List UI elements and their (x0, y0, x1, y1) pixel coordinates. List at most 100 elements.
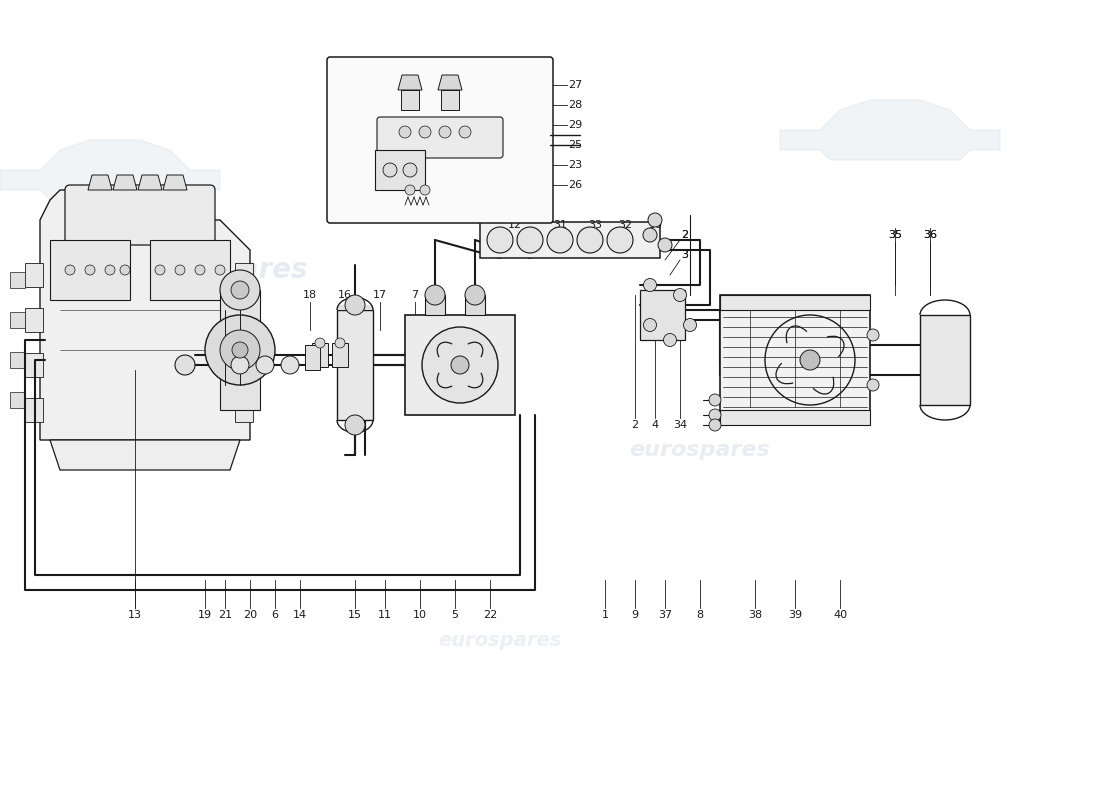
Circle shape (315, 338, 324, 348)
Text: 36: 36 (923, 230, 937, 240)
Polygon shape (113, 175, 138, 190)
Polygon shape (438, 75, 462, 90)
Polygon shape (780, 100, 1000, 160)
Text: 29: 29 (568, 120, 582, 130)
Text: 35: 35 (888, 230, 902, 240)
Text: 7: 7 (411, 290, 419, 300)
Circle shape (405, 185, 415, 195)
Text: 26: 26 (568, 180, 582, 190)
Text: eurospares: eurospares (132, 256, 308, 284)
Text: 9: 9 (631, 610, 639, 620)
Bar (10, 352, 25, 368)
FancyBboxPatch shape (327, 57, 553, 223)
Bar (235, 398, 253, 422)
Circle shape (175, 265, 185, 275)
Circle shape (425, 285, 446, 305)
Bar (441, 90, 459, 110)
Circle shape (345, 415, 365, 435)
Circle shape (231, 281, 249, 299)
Circle shape (439, 126, 451, 138)
Circle shape (867, 379, 879, 391)
Circle shape (710, 394, 720, 406)
Circle shape (547, 227, 573, 253)
Bar (305, 345, 320, 370)
Text: 12: 12 (508, 220, 522, 230)
Circle shape (683, 318, 696, 331)
Circle shape (648, 213, 662, 227)
Text: 21: 21 (218, 610, 232, 620)
Bar (720, 295, 870, 310)
Text: 33: 33 (588, 220, 602, 230)
Circle shape (419, 126, 431, 138)
Text: 3: 3 (682, 250, 689, 260)
Text: 5: 5 (451, 610, 459, 620)
Bar (25, 353, 43, 377)
Text: 13: 13 (128, 610, 142, 620)
Text: 25: 25 (568, 140, 582, 150)
Text: 15: 15 (348, 610, 362, 620)
Bar (402, 90, 419, 110)
Bar (25, 308, 43, 332)
Bar (920, 315, 970, 405)
Polygon shape (50, 240, 130, 300)
Circle shape (220, 270, 260, 310)
Bar (640, 290, 685, 340)
Bar (332, 343, 348, 367)
Circle shape (663, 334, 676, 346)
Circle shape (451, 356, 469, 374)
Circle shape (710, 419, 720, 431)
Text: 24: 24 (338, 150, 352, 160)
Polygon shape (40, 190, 250, 440)
Polygon shape (0, 140, 220, 200)
Polygon shape (163, 175, 187, 190)
Text: 4: 4 (651, 420, 659, 430)
Polygon shape (150, 240, 230, 300)
Circle shape (658, 238, 672, 252)
Text: 16: 16 (338, 290, 352, 300)
Text: 2: 2 (681, 230, 689, 240)
Bar (312, 343, 328, 367)
Circle shape (644, 278, 657, 291)
Bar (235, 353, 253, 377)
Bar (720, 295, 870, 425)
Bar (465, 295, 485, 315)
Text: 35: 35 (888, 230, 902, 240)
Text: eurospares: eurospares (629, 440, 770, 460)
Circle shape (644, 228, 657, 242)
Bar (235, 308, 253, 332)
Circle shape (280, 356, 299, 374)
Text: 1: 1 (602, 610, 608, 620)
Bar (10, 312, 25, 328)
Text: 2: 2 (631, 420, 639, 430)
Bar (25, 398, 43, 422)
Text: 34: 34 (673, 420, 688, 430)
Text: 28: 28 (568, 100, 582, 110)
Circle shape (420, 185, 430, 195)
Bar (425, 295, 446, 315)
Text: 27: 27 (568, 80, 582, 90)
Circle shape (220, 330, 260, 370)
Text: 23: 23 (568, 160, 582, 170)
Circle shape (232, 342, 248, 358)
Polygon shape (337, 305, 373, 310)
Circle shape (422, 327, 498, 403)
Text: 39: 39 (788, 610, 802, 620)
Circle shape (517, 227, 543, 253)
Text: 31: 31 (553, 220, 566, 230)
Text: 10: 10 (412, 610, 427, 620)
Bar (10, 272, 25, 288)
Circle shape (345, 295, 365, 315)
Text: 30: 30 (648, 220, 662, 230)
Circle shape (487, 227, 513, 253)
Circle shape (459, 126, 471, 138)
Bar (337, 310, 373, 420)
Text: 18: 18 (302, 290, 317, 300)
Text: 36: 36 (923, 230, 937, 240)
Circle shape (800, 350, 820, 370)
Text: 20: 20 (243, 610, 257, 620)
Text: 22: 22 (483, 610, 497, 620)
Text: 3: 3 (682, 250, 689, 260)
Polygon shape (50, 440, 240, 470)
Text: 14: 14 (293, 610, 307, 620)
Circle shape (231, 356, 249, 374)
